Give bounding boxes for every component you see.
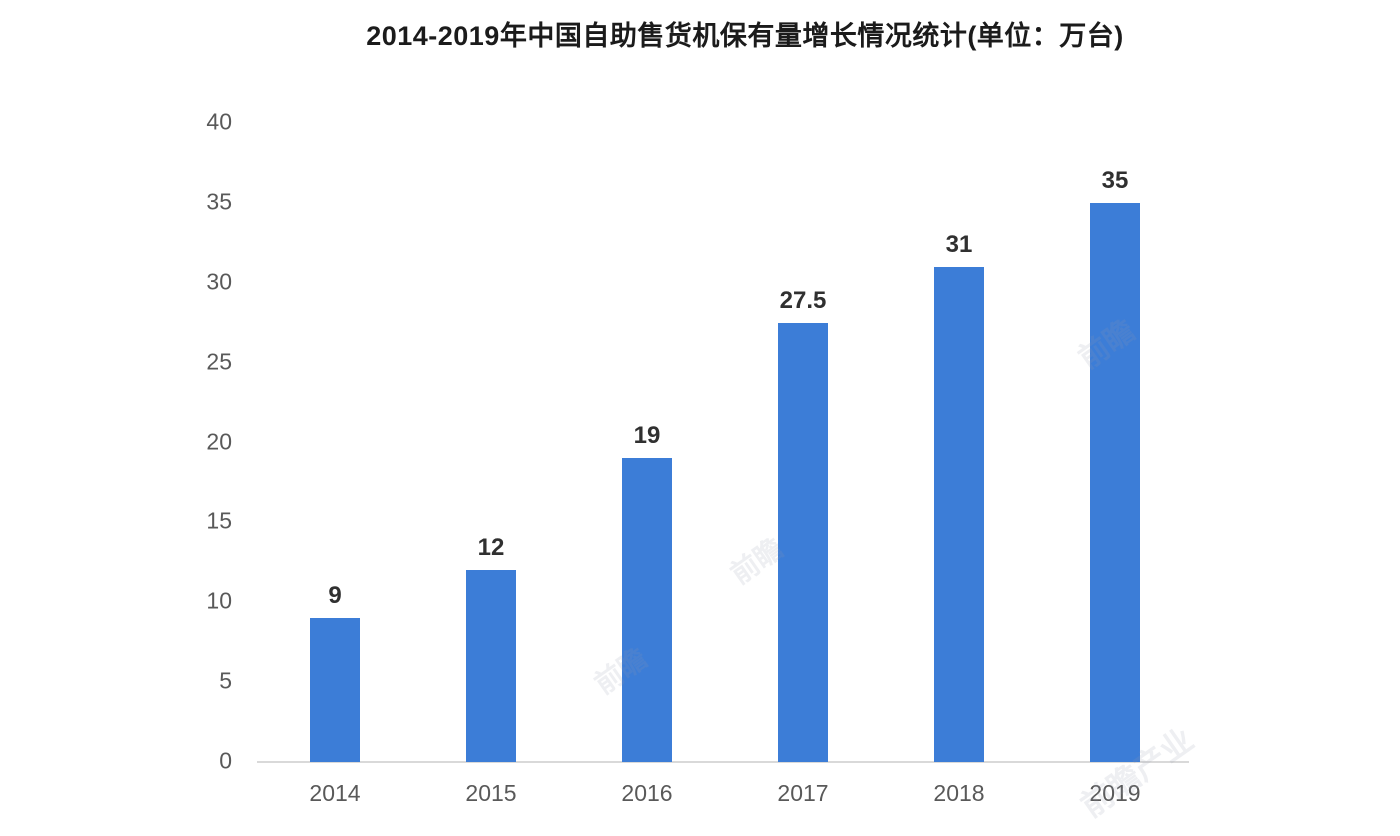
bar-2014 [310,618,360,762]
y-axis-tick-label-10: 10 [206,587,232,614]
x-axis-tick-label-2019: 2019 [1089,780,1141,806]
bar-2019 [1090,202,1140,762]
data-label-2018: 31 [945,230,973,258]
data-label-2016: 19 [633,422,661,450]
bar-2015 [466,570,516,762]
y-axis-tick-label-40: 40 [206,108,232,135]
x-axis-line [257,761,1189,763]
bar-2018 [934,266,984,762]
x-axis-tick-label-2017: 2017 [777,780,829,806]
bar-2016 [622,458,672,762]
bar-2017 [778,322,828,762]
data-label-2015: 12 [477,534,505,562]
y-axis-tick-label-20: 20 [206,428,232,454]
y-axis-tick-label-25: 25 [206,348,232,375]
data-label-2014: 9 [328,582,342,610]
x-axis-tick-label-2016: 2016 [621,780,673,806]
data-label-2019: 35 [1101,166,1129,194]
y-axis-tick-label-30: 30 [206,268,232,295]
x-axis-tick-label-2015: 2015 [465,780,517,806]
y-axis-tick-label-0: 0 [219,747,232,774]
data-label-2017: 27.5 [779,286,827,314]
x-axis-tick-label-2014: 2014 [309,780,361,806]
chart-title: 2014-2019年中国自助售货机保有量增长情况统计(单位：万台) [366,21,1124,51]
x-axis-tick-label-2018: 2018 [933,780,985,806]
y-axis-tick-label-5: 5 [219,667,232,694]
y-axis-tick-label-35: 35 [206,188,232,215]
y-axis-tick-label-15: 15 [206,507,232,534]
